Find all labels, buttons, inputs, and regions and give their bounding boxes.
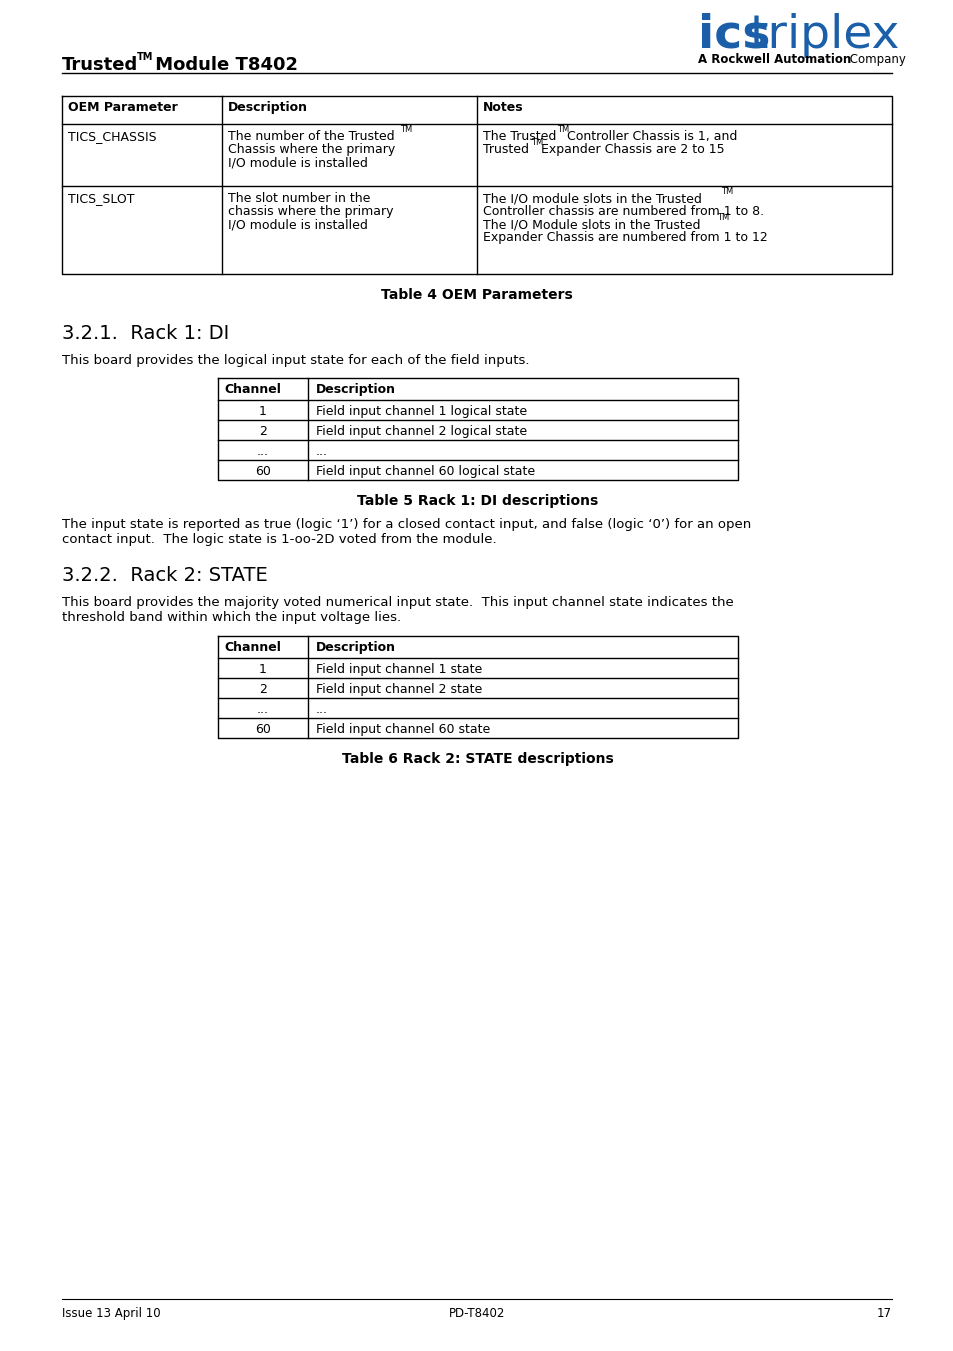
Text: TM: TM <box>720 186 733 196</box>
Text: Table 4 OEM Parameters: Table 4 OEM Parameters <box>381 288 572 303</box>
Text: TM: TM <box>399 126 412 134</box>
Text: Field input channel 2 state: Field input channel 2 state <box>315 684 482 696</box>
Text: ...: ... <box>256 703 269 716</box>
Text: 60: 60 <box>254 465 271 478</box>
Text: 60: 60 <box>254 723 271 736</box>
Text: triplex: triplex <box>749 14 900 58</box>
Text: The number of the Trusted: The number of the Trusted <box>228 130 395 143</box>
Text: The I/O module slots in the Trusted: The I/O module slots in the Trusted <box>482 192 701 205</box>
Text: TICS_SLOT: TICS_SLOT <box>68 192 134 205</box>
Text: Description: Description <box>228 101 308 113</box>
Text: TICS_CHASSIS: TICS_CHASSIS <box>68 130 156 143</box>
Text: 2: 2 <box>259 684 267 696</box>
Text: ...: ... <box>315 703 328 716</box>
Text: 17: 17 <box>876 1306 891 1320</box>
Text: 2: 2 <box>259 426 267 438</box>
Text: Module T8402: Module T8402 <box>149 55 297 74</box>
Text: ...: ... <box>256 444 269 458</box>
Text: ics: ics <box>698 14 770 58</box>
Text: Description: Description <box>315 382 395 396</box>
Text: Controller Chassis is 1, and: Controller Chassis is 1, and <box>562 130 737 143</box>
Text: threshold band within which the input voltage lies.: threshold band within which the input vo… <box>62 611 400 624</box>
Text: 3.2.1.  Rack 1: DI: 3.2.1. Rack 1: DI <box>62 324 229 343</box>
Text: Trusted: Trusted <box>482 143 529 155</box>
Text: Description: Description <box>315 640 395 654</box>
Text: Chassis where the primary: Chassis where the primary <box>228 143 395 155</box>
Text: The slot number in the: The slot number in the <box>228 192 370 205</box>
Text: Channel: Channel <box>224 382 280 396</box>
Text: Table 6 Rack 2: STATE descriptions: Table 6 Rack 2: STATE descriptions <box>342 753 613 766</box>
Text: The input state is reported as true (logic ‘1’) for a closed contact input, and : The input state is reported as true (log… <box>62 517 750 531</box>
Text: Table 5 Rack 1: DI descriptions: Table 5 Rack 1: DI descriptions <box>357 494 598 508</box>
Text: The Trusted: The Trusted <box>482 130 556 143</box>
Text: TM: TM <box>717 213 728 222</box>
Text: contact input.  The logic state is 1-oo-2D voted from the module.: contact input. The logic state is 1-oo-2… <box>62 534 497 546</box>
Text: Expander Chassis are 2 to 15: Expander Chassis are 2 to 15 <box>537 143 724 155</box>
Text: Field input channel 60 state: Field input channel 60 state <box>315 723 490 736</box>
Text: TM: TM <box>557 126 569 134</box>
Text: Notes: Notes <box>482 101 523 113</box>
Text: Trusted: Trusted <box>62 55 138 74</box>
Text: I/O module is installed: I/O module is installed <box>228 218 368 231</box>
Text: This board provides the logical input state for each of the field inputs.: This board provides the logical input st… <box>62 354 529 367</box>
Text: TM: TM <box>137 51 153 62</box>
Text: A Rockwell Automation: A Rockwell Automation <box>698 53 850 66</box>
Text: chassis where the primary: chassis where the primary <box>228 205 393 218</box>
Text: ...: ... <box>315 444 328 458</box>
Text: TM: TM <box>531 138 542 147</box>
Text: Company: Company <box>845 53 905 66</box>
Text: The I/O Module slots in the Trusted: The I/O Module slots in the Trusted <box>482 218 700 231</box>
Text: 3.2.2.  Rack 2: STATE: 3.2.2. Rack 2: STATE <box>62 566 268 585</box>
Text: Expander Chassis are numbered from 1 to 12: Expander Chassis are numbered from 1 to … <box>482 231 767 245</box>
Text: Controller chassis are numbered from 1 to 8.: Controller chassis are numbered from 1 t… <box>482 205 763 218</box>
Text: Field input channel 2 logical state: Field input channel 2 logical state <box>315 426 527 438</box>
Text: Issue 13 April 10: Issue 13 April 10 <box>62 1306 160 1320</box>
Text: Field input channel 1 state: Field input channel 1 state <box>315 663 482 676</box>
Text: I/O module is installed: I/O module is installed <box>228 155 368 169</box>
Text: Field input channel 60 logical state: Field input channel 60 logical state <box>315 465 535 478</box>
Text: 1: 1 <box>259 663 267 676</box>
Text: 1: 1 <box>259 405 267 417</box>
Text: PD-T8402: PD-T8402 <box>448 1306 505 1320</box>
Text: Channel: Channel <box>224 640 280 654</box>
Text: Field input channel 1 logical state: Field input channel 1 logical state <box>315 405 527 417</box>
Text: OEM Parameter: OEM Parameter <box>68 101 177 113</box>
Text: This board provides the majority voted numerical input state.  This input channe: This board provides the majority voted n… <box>62 596 733 609</box>
